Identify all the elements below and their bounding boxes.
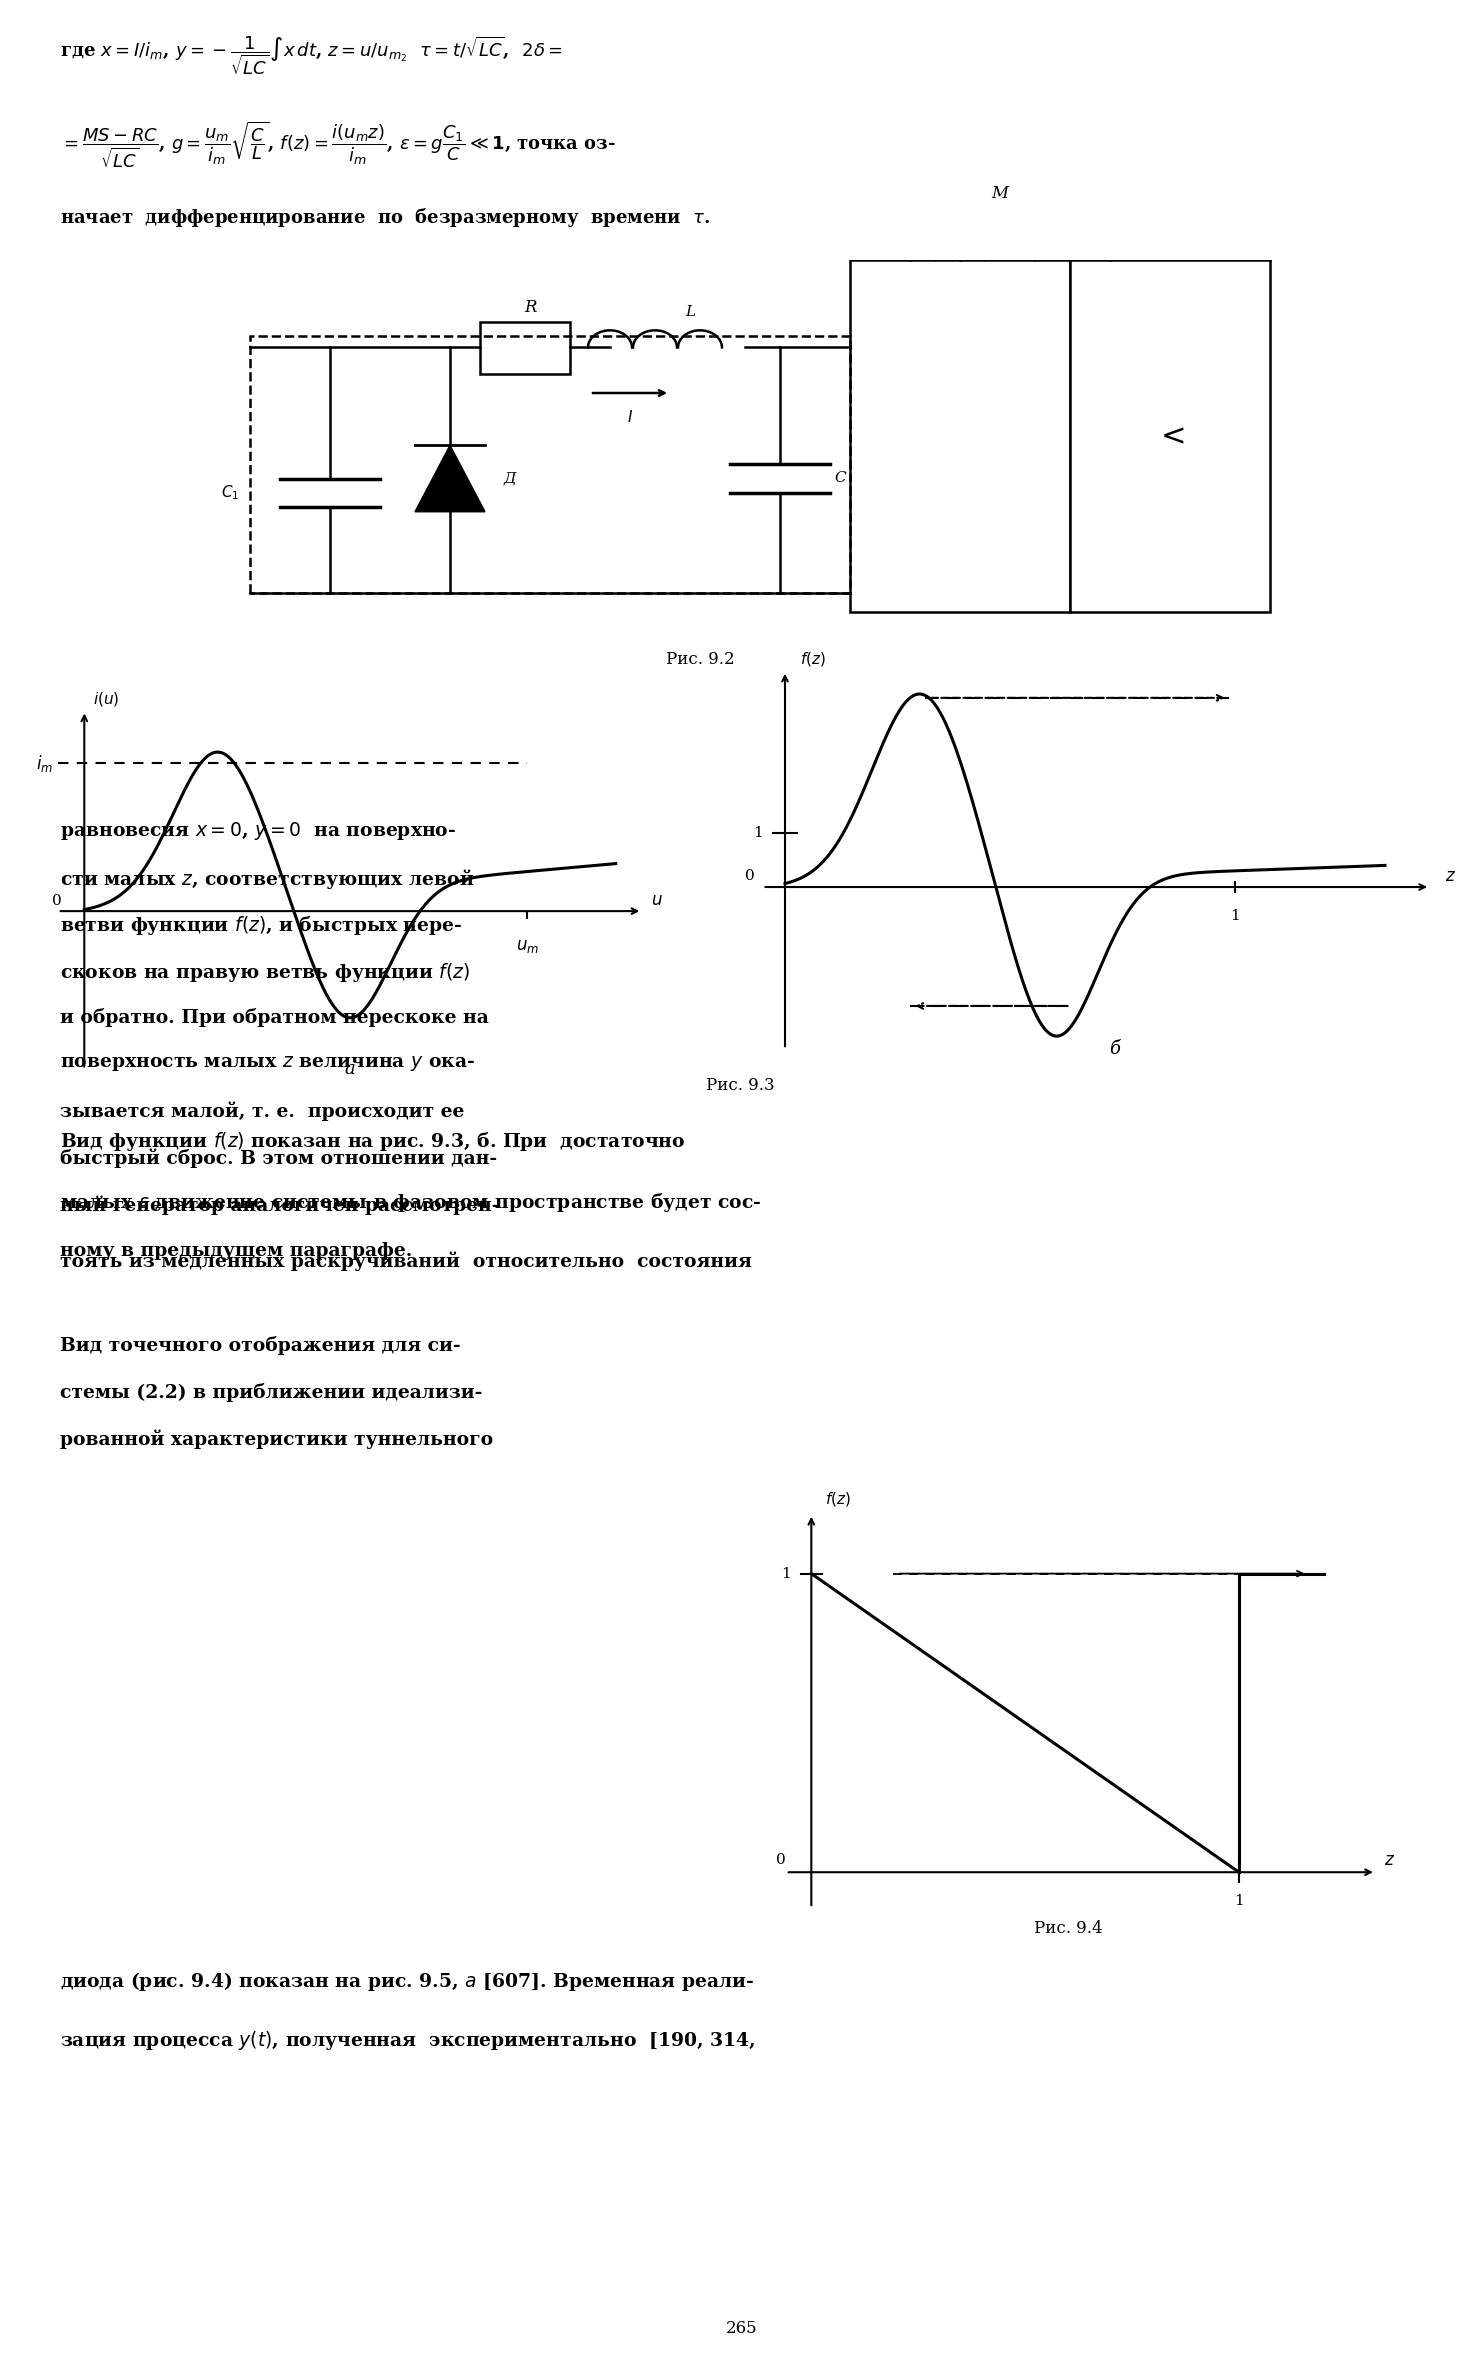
Text: а: а [344, 1061, 355, 1078]
Text: зывается малой, т. е.  происходит ее: зывается малой, т. е. происходит ее [59, 1102, 464, 1121]
Text: $u_m$: $u_m$ [515, 939, 539, 955]
Text: Рис. 9.2: Рис. 9.2 [666, 650, 735, 667]
Text: $z$: $z$ [1445, 868, 1456, 884]
Text: равновесия $x=0$, $y=0$  на поверхно-: равновесия $x=0$, $y=0$ на поверхно- [59, 820, 456, 842]
Text: где $x=I/i_m$, $y=-\dfrac{1}{\sqrt{LC}}\int x\,dt$, $z=u/u_{m_2}$  $\tau=t/\sqrt: где $x=I/i_m$, $y=-\dfrac{1}{\sqrt{LC}}\… [59, 33, 562, 76]
Text: 1: 1 [1235, 1894, 1244, 1908]
Text: 1: 1 [1230, 908, 1239, 922]
Text: C: C [834, 470, 846, 485]
Text: диода (рис. 9.4) показан на рис. 9.5, $a$ [607]. Временная реали-: диода (рис. 9.4) показан на рис. 9.5, $a… [59, 1969, 754, 1993]
Text: L: L [686, 305, 695, 319]
Text: $C_1$: $C_1$ [221, 482, 239, 501]
Text: ный генератор аналогичен рассмотрен-: ный генератор аналогичен рассмотрен- [59, 1196, 500, 1215]
Text: быстрый сброс. В этом отношении дан-: быстрый сброс. В этом отношении дан- [59, 1149, 497, 1168]
Text: 1: 1 [752, 825, 763, 839]
Text: Вид точечного отображения для си-: Вид точечного отображения для си- [59, 1336, 460, 1355]
Polygon shape [1070, 260, 1270, 612]
Text: $i(u)$: $i(u)$ [93, 690, 120, 707]
Text: 0: 0 [745, 870, 755, 884]
Text: Рис. 9.3: Рис. 9.3 [706, 1076, 775, 1095]
Text: M: M [991, 184, 1009, 201]
Text: сти малых $z$, соответствующих левой: сти малых $z$, соответствующих левой [59, 868, 475, 891]
Polygon shape [416, 444, 485, 511]
Text: R: R [524, 298, 536, 317]
Text: $z$: $z$ [1385, 1851, 1395, 1870]
Text: зация процесса $y(t)$, полученная  экспериментально  [190, 314,: зация процесса $y(t)$, полученная экспер… [59, 2028, 755, 2052]
Text: ветви функции $f(z)$, и быстрых пере-: ветви функции $f(z)$, и быстрых пере- [59, 915, 463, 936]
Text: 0: 0 [52, 894, 62, 908]
Text: б: б [1110, 1040, 1120, 1059]
Text: $u$: $u$ [651, 891, 663, 910]
Text: поверхность малых $z$ величина $y$ ока-: поверхность малых $z$ величина $y$ ока- [59, 1054, 475, 1073]
Text: 265: 265 [726, 2319, 758, 2338]
Text: ному в предыдущем параграфе.: ному в предыдущем параграфе. [59, 1241, 413, 1260]
Text: стемы (2.2) в приближении идеализи-: стемы (2.2) в приближении идеализи- [59, 1383, 482, 1402]
Text: тоять из медленных раскручиваний  относительно  состояния: тоять из медленных раскручиваний относит… [59, 1251, 752, 1272]
Text: $i_m$: $i_m$ [36, 752, 53, 773]
Text: Д: Д [503, 470, 516, 485]
Text: Вид функции $f(z)$ показан на рис. 9.3, б. При  достаточно: Вид функции $f(z)$ показан на рис. 9.3, … [59, 1130, 686, 1154]
Text: 1: 1 [781, 1567, 791, 1582]
Text: $=\dfrac{MS-RC}{\sqrt{LC}}$, $g=\dfrac{u_m}{i_m}\sqrt{\dfrac{C}{L}}$, $f(z)=\dfr: $=\dfrac{MS-RC}{\sqrt{LC}}$, $g=\dfrac{u… [59, 121, 616, 170]
Text: Рис. 9.4: Рис. 9.4 [1033, 1920, 1103, 1936]
Text: рованной характеристики туннельного: рованной характеристики туннельного [59, 1430, 493, 1449]
Text: $<$: $<$ [1155, 421, 1186, 452]
Text: скоков на правую ветвь функции $f(z)$: скоков на правую ветвь функции $f(z)$ [59, 960, 470, 983]
Text: и обратно. При обратном перескоке на: и обратно. При обратном перескоке на [59, 1007, 488, 1026]
Text: $f(z)$: $f(z)$ [825, 1489, 850, 1508]
Text: малых $\varepsilon$ движение системы в фазовом пространстве будет сос-: малых $\varepsilon$ движение системы в ф… [59, 1191, 761, 1213]
Text: $I$: $I$ [626, 409, 634, 426]
Bar [479, 322, 570, 374]
Text: 0: 0 [776, 1853, 785, 1868]
Text: начает  дифференцирование  по  безразмерному  времени  $\tau$.: начает дифференцирование по безразмерном… [59, 206, 711, 229]
Text: $f(z)$: $f(z)$ [800, 650, 827, 669]
